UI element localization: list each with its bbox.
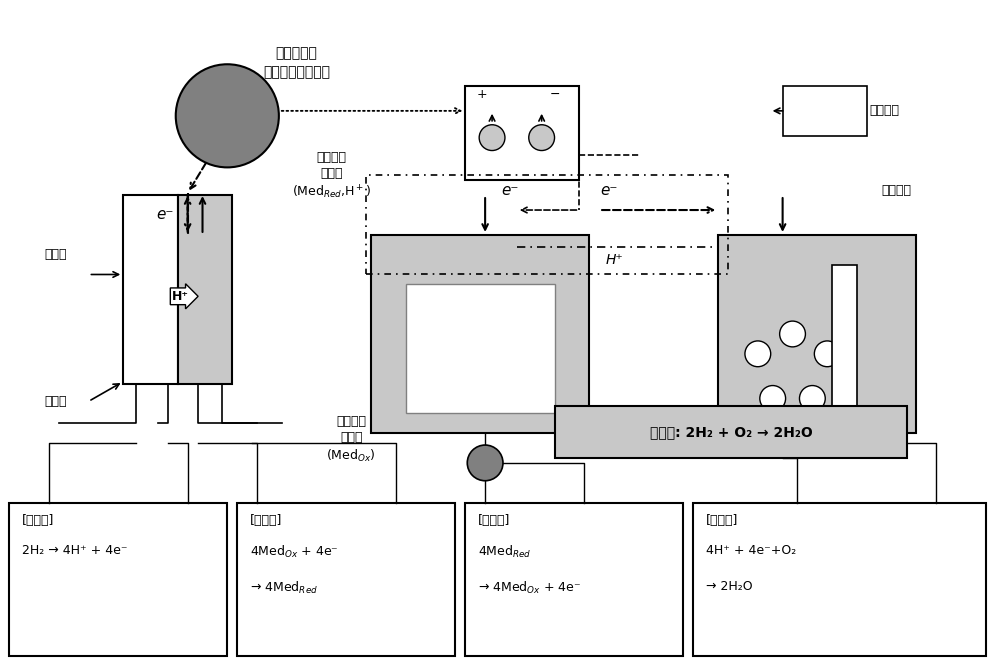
Text: e⁻: e⁻ xyxy=(600,183,618,198)
FancyBboxPatch shape xyxy=(406,284,555,413)
Text: 含有介体
的液体
(Med$_{Red}$,H$^+$): 含有介体 的液体 (Med$_{Red}$,H$^+$) xyxy=(292,151,371,201)
FancyBboxPatch shape xyxy=(555,406,907,458)
FancyBboxPatch shape xyxy=(693,503,986,656)
FancyBboxPatch shape xyxy=(9,503,227,656)
Text: H⁺: H⁺ xyxy=(605,252,623,267)
Text: 氢排出: 氢排出 xyxy=(44,395,67,408)
Text: [反应式]: [反应式] xyxy=(250,515,282,527)
Text: 氢进入: 氢进入 xyxy=(44,248,67,261)
FancyBboxPatch shape xyxy=(832,264,857,433)
Text: [反应式]: [反应式] xyxy=(478,515,511,527)
FancyBboxPatch shape xyxy=(718,235,916,433)
FancyBboxPatch shape xyxy=(465,86,579,181)
Text: → 4Med$_{Red}$: → 4Med$_{Red}$ xyxy=(250,580,318,596)
FancyBboxPatch shape xyxy=(178,195,232,384)
Circle shape xyxy=(799,386,825,411)
Circle shape xyxy=(176,64,279,167)
Text: 总反应: 2H₂ + O₂ → 2H₂O: 总反应: 2H₂ + O₂ → 2H₂O xyxy=(650,425,812,439)
Text: 蒸气排出: 蒸气排出 xyxy=(882,184,912,197)
Text: e⁻: e⁻ xyxy=(501,183,519,198)
Circle shape xyxy=(760,386,786,411)
Circle shape xyxy=(479,125,505,151)
Text: → 4Med$_{Ox}$ + 4e⁻: → 4Med$_{Ox}$ + 4e⁻ xyxy=(478,580,581,596)
Circle shape xyxy=(467,445,503,481)
Text: +: + xyxy=(477,88,487,100)
FancyBboxPatch shape xyxy=(123,195,178,384)
Text: −: − xyxy=(549,88,560,100)
Text: 发电能量的
一部分和电位参照: 发电能量的 一部分和电位参照 xyxy=(263,46,330,79)
Text: 外部气体: 外部气体 xyxy=(869,104,899,118)
Text: [反应式]: [反应式] xyxy=(22,515,54,527)
Text: H⁺: H⁺ xyxy=(172,290,189,303)
FancyBboxPatch shape xyxy=(465,503,683,656)
Text: [反应式]: [反应式] xyxy=(706,515,739,527)
Circle shape xyxy=(780,321,805,347)
FancyBboxPatch shape xyxy=(371,235,589,433)
Text: 2H₂ → 4H⁺ + 4e⁻: 2H₂ → 4H⁺ + 4e⁻ xyxy=(22,544,128,557)
Circle shape xyxy=(529,125,555,151)
Text: 4Med$_{Red}$: 4Med$_{Red}$ xyxy=(478,544,532,560)
FancyBboxPatch shape xyxy=(783,86,867,135)
Circle shape xyxy=(745,341,771,367)
Circle shape xyxy=(814,341,840,367)
Text: 4H⁺ + 4e⁻+O₂: 4H⁺ + 4e⁻+O₂ xyxy=(706,544,797,557)
Text: 4Med$_{Ox}$ + 4e⁻: 4Med$_{Ox}$ + 4e⁻ xyxy=(250,544,339,560)
FancyBboxPatch shape xyxy=(237,503,455,656)
Text: e⁻: e⁻ xyxy=(156,207,174,222)
Text: 含有介体
的液体
(Med$_{Ox}$): 含有介体 的液体 (Med$_{Ox}$) xyxy=(326,415,376,464)
Text: → 2H₂O: → 2H₂O xyxy=(706,580,753,593)
